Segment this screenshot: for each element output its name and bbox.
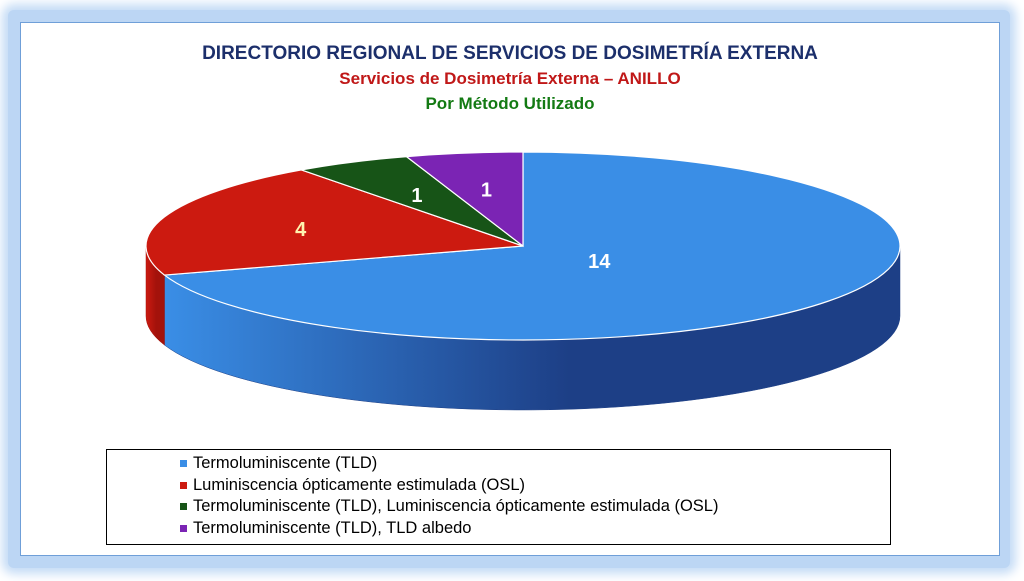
legend-swatch xyxy=(180,481,187,489)
legend-label: Termoluminiscente (TLD) xyxy=(193,454,378,472)
legend-label: Termoluminiscente (TLD), TLD albedo xyxy=(193,518,472,537)
legend-item: Termoluminiscente (TLD), Luminiscencia ó… xyxy=(107,496,890,518)
legend-swatch xyxy=(180,503,187,510)
legend-item: Luminiscencia ópticamente estimulada (OS… xyxy=(107,475,890,497)
pie-slice-0 xyxy=(162,151,901,341)
legend-swatch xyxy=(180,460,187,467)
data-label-0: 14 xyxy=(588,251,611,273)
chart-frame: DIRECTORIO REGIONAL DE SERVICIOS DE DOSI… xyxy=(20,22,1000,556)
data-label-2: 1 xyxy=(411,185,422,207)
legend-item: Termoluminiscente (TLD), TLD albedo xyxy=(107,518,890,540)
legend-label: Luminiscencia ópticamente estimulada (OS… xyxy=(193,475,525,494)
legend-item: Termoluminiscente (TLD) xyxy=(107,453,890,475)
chart-legend: Termoluminiscente (TLD) Luminiscencia ópt… xyxy=(106,449,891,545)
pie-slice-1 xyxy=(145,169,524,276)
legend-swatch xyxy=(180,524,187,532)
data-label-1: 4 xyxy=(295,219,307,241)
pie-chart: 14 4 1 1 xyxy=(145,151,901,411)
chart-subtitle-method: Por Método Utilizado xyxy=(425,94,595,113)
data-label-3: 1 xyxy=(481,179,492,201)
chart-subtitle: Servicios de Dosimetría Externa – ANILLO xyxy=(339,69,681,88)
chart-title: DIRECTORIO REGIONAL DE SERVICIOS DE DOSI… xyxy=(202,43,818,64)
pie-slice-3 xyxy=(404,151,524,248)
legend-label: Termoluminiscente (TLD), Luminiscencia ó… xyxy=(193,497,719,515)
